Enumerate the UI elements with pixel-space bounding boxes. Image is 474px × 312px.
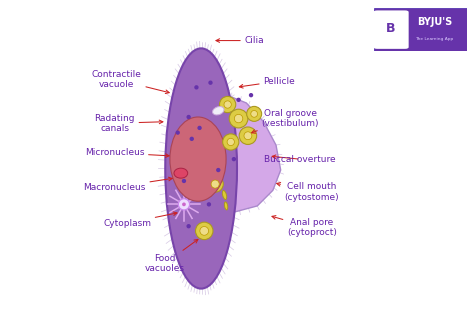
- Text: Cell mouth
(cytostome): Cell mouth (cytostome): [277, 182, 339, 202]
- Text: B: B: [386, 22, 396, 35]
- Circle shape: [249, 93, 253, 97]
- Circle shape: [178, 199, 190, 210]
- Text: Pellicle: Pellicle: [239, 77, 295, 88]
- Circle shape: [234, 115, 243, 123]
- Text: Radating
canals: Radating canals: [94, 114, 163, 133]
- Circle shape: [211, 180, 219, 188]
- Circle shape: [207, 176, 223, 192]
- Text: Contractile
vacuole: Contractile vacuole: [92, 70, 169, 94]
- Circle shape: [182, 179, 186, 183]
- Ellipse shape: [170, 117, 226, 201]
- Circle shape: [224, 101, 231, 108]
- Circle shape: [216, 168, 220, 172]
- FancyBboxPatch shape: [374, 8, 467, 51]
- Text: Micronucleus: Micronucleus: [85, 149, 169, 157]
- Circle shape: [186, 115, 191, 119]
- Circle shape: [229, 109, 248, 128]
- Circle shape: [232, 157, 236, 161]
- Circle shape: [175, 130, 180, 135]
- Text: Anal pore
(cytoproct): Anal pore (cytoproct): [272, 216, 337, 237]
- Circle shape: [195, 222, 213, 240]
- Ellipse shape: [165, 48, 237, 289]
- Text: The Learning App: The Learning App: [415, 37, 454, 41]
- FancyBboxPatch shape: [374, 10, 409, 49]
- Circle shape: [190, 137, 194, 141]
- Circle shape: [237, 98, 241, 102]
- Circle shape: [223, 134, 239, 150]
- Polygon shape: [193, 94, 281, 212]
- Text: Cilia: Cilia: [216, 36, 264, 45]
- Circle shape: [208, 80, 213, 85]
- Text: Macronucleus: Macronucleus: [83, 177, 172, 192]
- Circle shape: [246, 106, 262, 121]
- Circle shape: [219, 96, 236, 113]
- Circle shape: [239, 127, 256, 144]
- Ellipse shape: [174, 168, 188, 178]
- Circle shape: [251, 110, 257, 117]
- Text: Cytoplasm: Cytoplasm: [103, 212, 177, 227]
- Circle shape: [186, 224, 191, 228]
- Text: Buccal overture: Buccal overture: [264, 155, 335, 163]
- Circle shape: [244, 132, 252, 140]
- Ellipse shape: [212, 107, 224, 115]
- Text: BYJU'S: BYJU'S: [417, 17, 452, 27]
- Ellipse shape: [222, 190, 227, 200]
- Circle shape: [200, 227, 209, 235]
- Text: Food
vacuoles: Food vacuoles: [145, 239, 198, 273]
- Ellipse shape: [224, 202, 228, 210]
- Circle shape: [182, 202, 186, 206]
- Text: Oral groove
(vestibulum): Oral groove (vestibulum): [252, 109, 319, 133]
- Circle shape: [194, 85, 199, 90]
- Circle shape: [207, 202, 211, 207]
- Circle shape: [227, 138, 235, 146]
- Circle shape: [197, 126, 202, 130]
